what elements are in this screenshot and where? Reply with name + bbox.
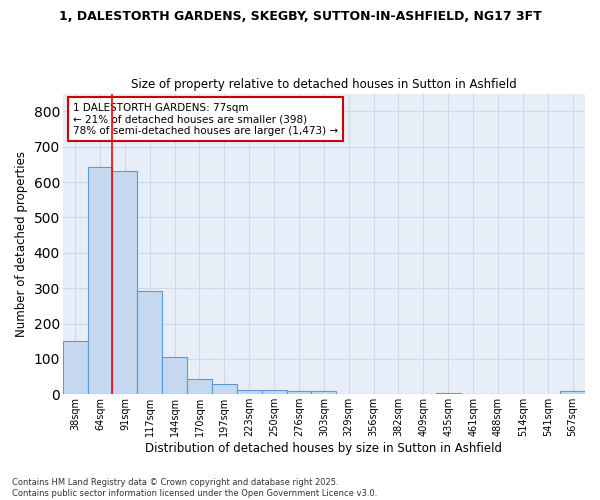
Bar [287, 391, 311, 394]
Bar [436, 392, 461, 394]
Bar [137, 290, 162, 395]
Title: Size of property relative to detached houses in Sutton in Ashfield: Size of property relative to detached ho… [131, 78, 517, 91]
Bar [187, 380, 212, 394]
Bar [212, 384, 237, 394]
Text: Contains HM Land Registry data © Crown copyright and database right 2025.
Contai: Contains HM Land Registry data © Crown c… [12, 478, 377, 498]
Bar [88, 167, 112, 394]
Text: 1, DALESTORTH GARDENS, SKEGBY, SUTTON-IN-ASHFIELD, NG17 3FT: 1, DALESTORTH GARDENS, SKEGBY, SUTTON-IN… [59, 10, 541, 23]
Bar [560, 391, 585, 394]
Bar [63, 341, 88, 394]
X-axis label: Distribution of detached houses by size in Sutton in Ashfield: Distribution of detached houses by size … [145, 442, 502, 455]
Bar [311, 391, 336, 394]
Bar [237, 390, 262, 394]
Bar [112, 172, 137, 394]
Bar [162, 358, 187, 395]
Bar [262, 390, 287, 394]
Text: 1 DALESTORTH GARDENS: 77sqm
← 21% of detached houses are smaller (398)
78% of se: 1 DALESTORTH GARDENS: 77sqm ← 21% of det… [73, 102, 338, 136]
Y-axis label: Number of detached properties: Number of detached properties [15, 151, 28, 337]
